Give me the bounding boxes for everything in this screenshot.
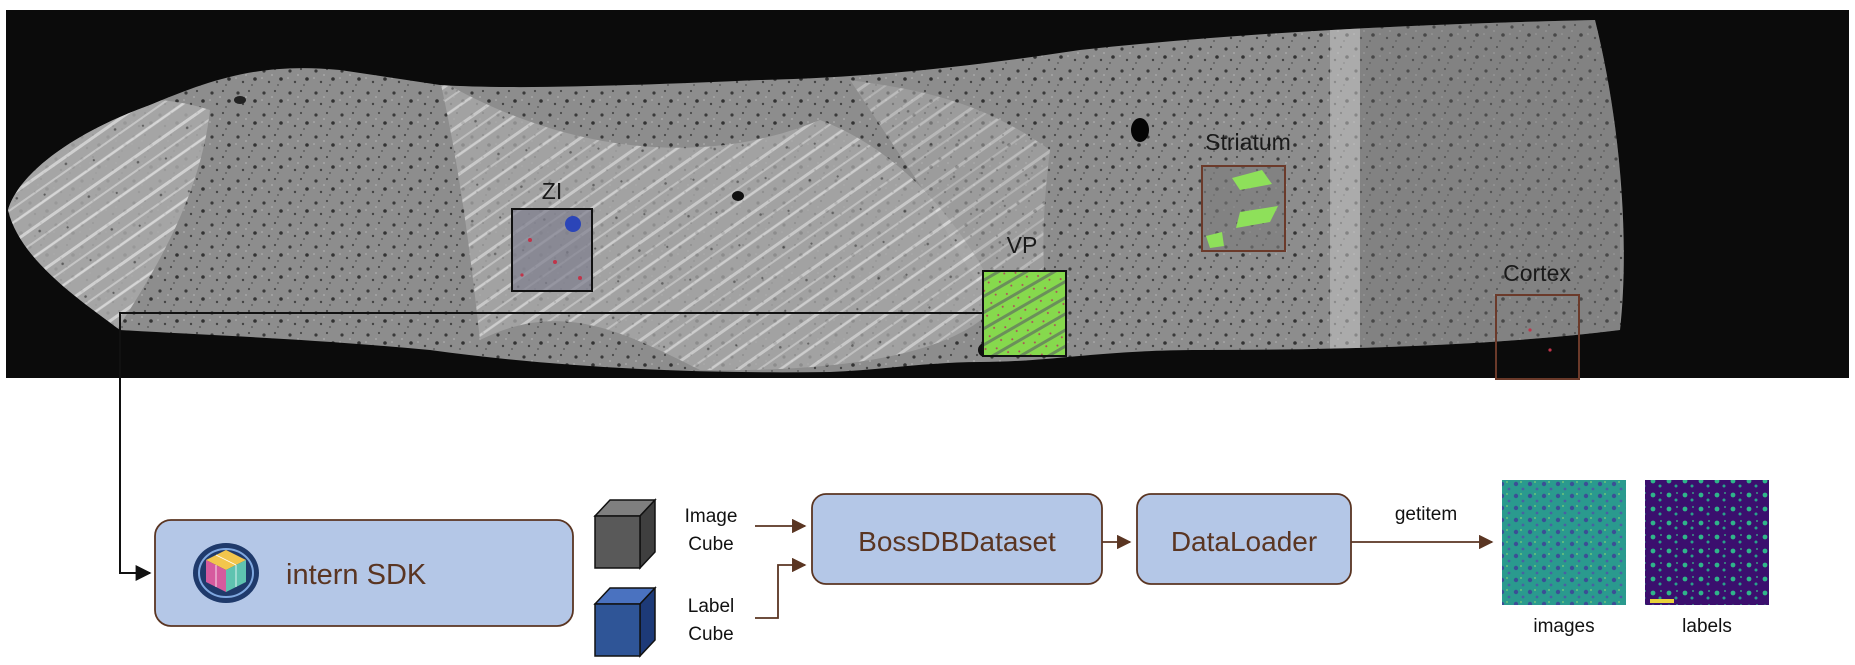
image-cube-label-line1: Image [685, 506, 738, 527]
images-caption: images [1533, 616, 1594, 637]
brain-cube-icon [193, 543, 259, 603]
images-output: images [1502, 480, 1626, 637]
dataloader-label: DataLoader [1171, 526, 1317, 557]
intern-sdk-node: intern SDK [154, 519, 574, 627]
region-vp: VP [982, 232, 1067, 357]
region-zi: ZI [511, 178, 593, 292]
region-cortex-label: Cortex [1503, 260, 1571, 286]
bossdb-dataset-node: BossDBDataset [811, 493, 1103, 585]
label-cube-arrow [755, 557, 807, 619]
region-striatum-label: Striatum [1205, 129, 1291, 155]
image-cube-icon [593, 498, 657, 570]
region-striatum: Striatum [1201, 129, 1291, 252]
image-cube-label-line2: Cube [688, 534, 733, 555]
labels-output: labels [1645, 480, 1769, 637]
region-vp-box [982, 270, 1067, 357]
vp-to-sdk-connector [119, 312, 983, 581]
region-cortex-box [1495, 294, 1580, 380]
region-zi-label: ZI [542, 178, 562, 204]
labels-caption: labels [1682, 616, 1732, 637]
intern-sdk-label: intern SDK [286, 559, 427, 591]
images-thumbnail [1502, 480, 1626, 605]
label-cube-label-line1: Label [688, 596, 735, 617]
microscopy-panel: ZI VP Striatum Cortex [6, 10, 1849, 380]
region-cortex: Cortex [1495, 260, 1580, 380]
region-vp-label: VP [1007, 232, 1038, 258]
label-cube-icon [593, 586, 657, 658]
dataloader-node: DataLoader [1136, 493, 1352, 585]
labels-thumbnail [1645, 480, 1769, 605]
label-cube-label-line2: Cube [688, 624, 733, 645]
bossdb-dataset-label: BossDBDataset [858, 526, 1056, 557]
pipeline: intern SDK Image Cube Label Cube BossDBD… [154, 480, 1769, 658]
getitem-label: getitem [1395, 504, 1457, 525]
